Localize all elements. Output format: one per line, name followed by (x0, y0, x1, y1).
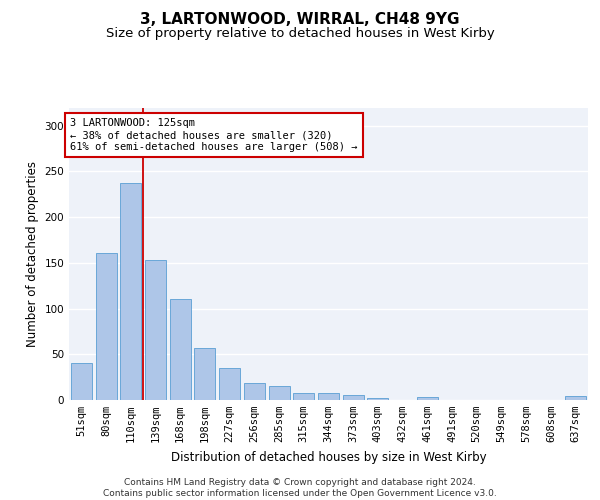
Bar (269, 386, 290, 400)
Text: 3 LARTONWOOD: 125sqm
← 38% of detached houses are smaller (320)
61% of semi-deta: 3 LARTONWOOD: 125sqm ← 38% of detached h… (70, 118, 358, 152)
X-axis label: Distribution of detached houses by size in West Kirby: Distribution of detached houses by size … (170, 450, 487, 464)
Bar (293, 392, 314, 400)
Bar (343, 394, 364, 400)
Bar (367, 398, 388, 400)
Bar (417, 398, 438, 400)
Bar (194, 348, 215, 400)
Text: 3, LARTONWOOD, WIRRAL, CH48 9YG: 3, LARTONWOOD, WIRRAL, CH48 9YG (140, 12, 460, 28)
Y-axis label: Number of detached properties: Number of detached properties (26, 161, 39, 347)
Bar (71, 364, 92, 400)
Text: Contains HM Land Registry data © Crown copyright and database right 2024.
Contai: Contains HM Land Registry data © Crown c… (103, 478, 497, 498)
Bar (120, 184, 141, 400)
Bar (170, 300, 191, 400)
Bar (219, 368, 240, 400)
Bar (244, 382, 265, 400)
Bar (145, 260, 166, 400)
Bar (318, 392, 339, 400)
Bar (95, 253, 116, 400)
Text: Size of property relative to detached houses in West Kirby: Size of property relative to detached ho… (106, 28, 494, 40)
Bar (565, 396, 586, 400)
